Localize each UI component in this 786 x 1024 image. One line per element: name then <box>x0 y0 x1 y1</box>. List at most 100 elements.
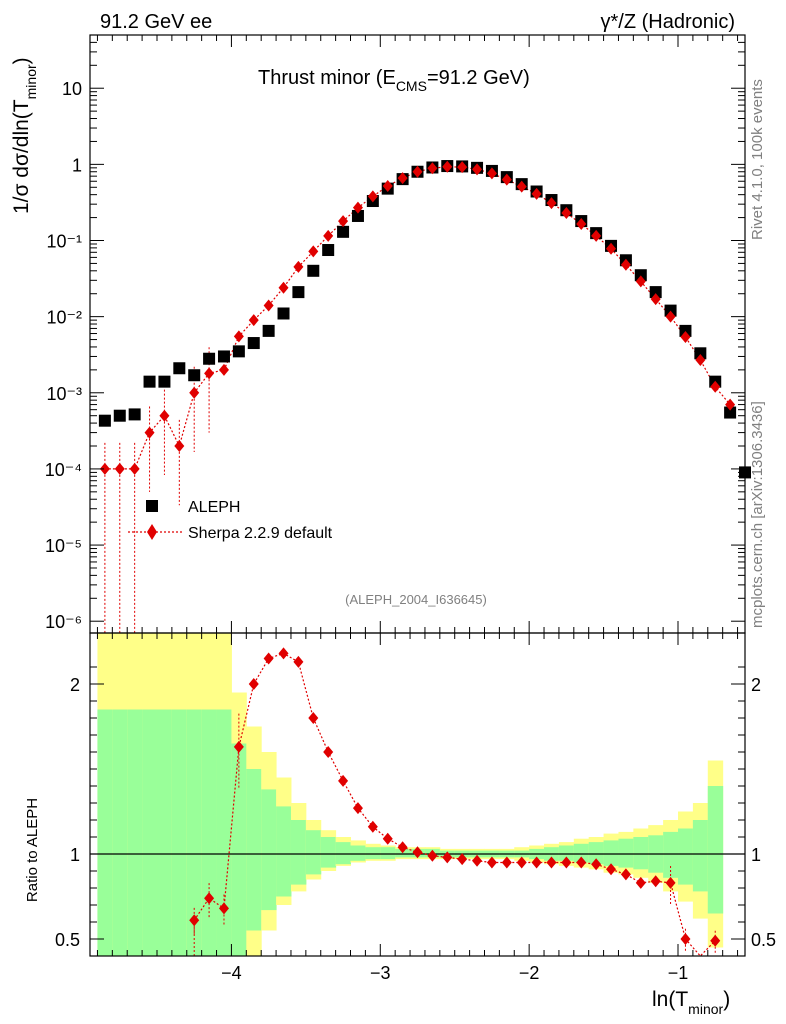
mc-point <box>531 187 542 200</box>
aleph-point <box>634 269 647 282</box>
ratio-point <box>620 868 631 881</box>
mc-point <box>472 163 483 176</box>
mc-point <box>591 229 602 242</box>
ratio-point <box>576 856 587 869</box>
legend: ALEPH Sherpa 2.2.9 default <box>128 499 333 542</box>
rivet-version-label: Rivet 4.1.0, 100k events <box>749 79 766 240</box>
ratio-point <box>308 712 319 724</box>
ratio-point <box>338 774 349 787</box>
aleph-point <box>307 264 320 277</box>
ratio-band-inner <box>156 709 173 956</box>
ratio-band-inner <box>201 709 218 956</box>
aleph-point <box>203 352 216 365</box>
x-tick-label: −4 <box>221 963 242 983</box>
aleph-point <box>351 209 364 222</box>
ratio-y-tick-label-right: 2 <box>751 675 761 695</box>
mcplots-reference-label: mcplots.cern.ch [arXiv:1306.3436] <box>749 401 766 628</box>
ratio-data-marks <box>189 647 721 957</box>
y-axis-label: 1/σ dσ/dln(Tminor) <box>10 57 39 214</box>
ratio-point <box>650 875 661 888</box>
ratio-point <box>218 902 229 915</box>
ratio-band-inner <box>246 769 262 931</box>
mc-point <box>338 215 349 228</box>
ratio-y-tick-label: 2 <box>70 675 80 695</box>
mc-point <box>650 293 661 306</box>
y-tick-label: 10 <box>62 79 82 99</box>
axes: −4 −3 −2 −1 10⁻⁶ 10⁻⁵ 10⁻⁴ 10⁻³ 10⁻² 10⁻¹ 1 10 0.5 0.… <box>45 34 776 983</box>
aleph-point <box>143 375 156 388</box>
ratio-band-inner <box>558 845 575 861</box>
aleph-point <box>322 244 335 257</box>
aleph-point <box>98 414 111 427</box>
ratio-y-tick-label-right: 0.5 <box>751 930 776 950</box>
mc-point <box>561 206 572 219</box>
ratio-point <box>501 856 512 869</box>
ratio-point <box>591 858 602 871</box>
mc-point <box>725 398 736 411</box>
aleph-point <box>113 409 126 422</box>
legend-mc-label: Sherpa 2.2.9 default <box>188 525 333 542</box>
x-tick-label: −2 <box>519 963 540 983</box>
ratio-band-inner <box>573 843 590 863</box>
ratio-band-inner <box>678 828 694 885</box>
ratio-y-tick-label: 0.5 <box>55 930 80 950</box>
mc-point <box>204 367 215 380</box>
legend-data-label: ALEPH <box>188 499 240 516</box>
ratio-point <box>561 856 572 869</box>
ratio-point <box>293 655 304 668</box>
ratio-band-inner <box>588 842 605 865</box>
y-tick-label: 1 <box>72 155 82 175</box>
plot-title: Thrust minor (ECMS=91.2 GeV) <box>258 67 530 94</box>
ratio-y-tick-label: 1 <box>70 845 80 865</box>
mc-point <box>367 190 378 203</box>
ratio-point <box>204 892 215 905</box>
ratio-point <box>397 841 408 854</box>
aleph-point <box>173 362 186 375</box>
aleph-point <box>277 307 290 320</box>
main-frame <box>89 34 746 634</box>
y-tick-label: 10⁻⁴ <box>45 460 82 480</box>
main-data-marks <box>98 160 751 633</box>
ratio-band-inner <box>633 837 649 870</box>
ratio-point <box>412 846 423 859</box>
ratio-band-inner <box>663 831 679 878</box>
ratio-band-inner <box>603 840 619 866</box>
ratio-band-inner <box>112 709 128 956</box>
ratio-band-inner <box>261 789 277 911</box>
mc-point <box>695 353 706 366</box>
y-tick-label: 10⁻² <box>46 308 82 328</box>
mc-point <box>397 172 408 185</box>
y-tick-label: 10⁻³ <box>46 384 82 404</box>
ratio-point <box>382 832 393 845</box>
mc-point <box>516 180 527 193</box>
ratio-band-inner <box>320 837 337 868</box>
header-right: γ*/Z (Hadronic) <box>601 11 735 33</box>
ratio-point <box>367 820 378 833</box>
ratio-point <box>710 934 721 947</box>
aleph-point <box>158 375 171 388</box>
ratio-band-inner <box>216 709 232 956</box>
aleph-point <box>232 345 245 358</box>
ratio-band-inner <box>365 847 381 860</box>
x-tick-label: −1 <box>668 963 689 983</box>
mc-point <box>576 217 587 230</box>
ratio-point <box>189 914 200 927</box>
aleph-point <box>247 337 260 350</box>
aleph-point <box>664 304 677 317</box>
mc-point <box>427 162 438 175</box>
ratio-frame <box>89 632 746 957</box>
ratio-band-inner <box>231 743 247 956</box>
ratio-point <box>680 933 691 945</box>
mc-point <box>189 386 200 399</box>
ratio-band-inner <box>335 842 352 865</box>
ratio-point <box>486 856 497 869</box>
ratio-band-inner <box>380 847 396 860</box>
ratio-point <box>323 746 334 758</box>
mc-point <box>710 380 721 393</box>
ratio-band-inner <box>618 838 634 868</box>
mc-point <box>293 260 304 273</box>
ratio-point <box>248 678 259 690</box>
aleph-point <box>262 324 275 337</box>
mc-point <box>159 409 170 422</box>
